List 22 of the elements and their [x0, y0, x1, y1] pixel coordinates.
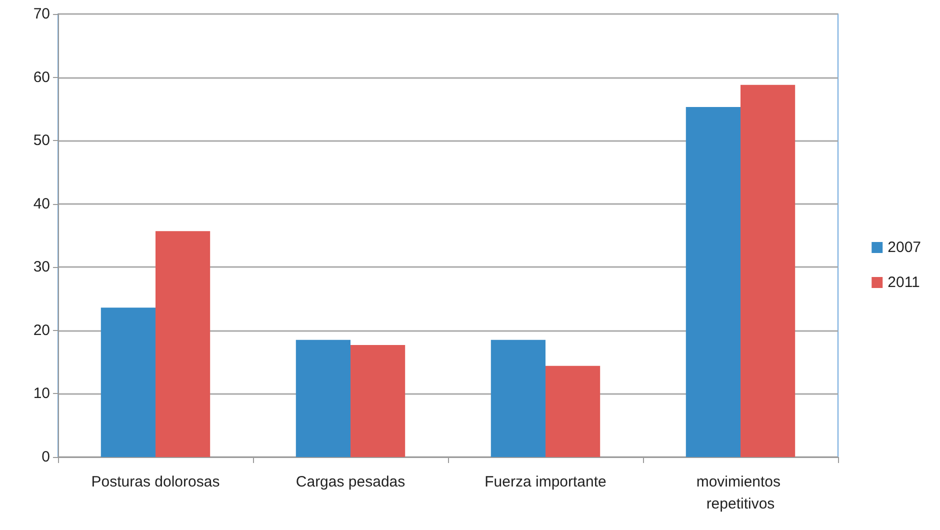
y-tick-label: 70 [33, 6, 50, 22]
bar [156, 231, 210, 457]
y-tick-label: 20 [33, 322, 50, 339]
bar [686, 107, 740, 457]
bar [740, 84, 796, 457]
x-tick-label: Fuerza importante [484, 474, 606, 490]
y-tick-label: 60 [33, 68, 50, 86]
y-tick-label: 50 [33, 132, 50, 150]
legend-label: 2011 [888, 274, 920, 291]
bar [546, 366, 600, 457]
x-tick-label: movimientos repetitivos [696, 474, 785, 512]
y-tick-label: 30 [33, 258, 50, 276]
y-tick-label: 40 [33, 195, 50, 212]
bar [100, 308, 156, 457]
x-tick-label: Cargas pesadas [296, 474, 406, 490]
y-tick-label: 10 [33, 385, 50, 402]
bar [296, 340, 350, 457]
bar [490, 340, 546, 457]
y-tick-label: 0 [42, 448, 50, 466]
legend-label: 2007 [888, 239, 922, 256]
bar [350, 344, 406, 457]
x-tick-label: Posturas dolorosas [91, 474, 220, 490]
